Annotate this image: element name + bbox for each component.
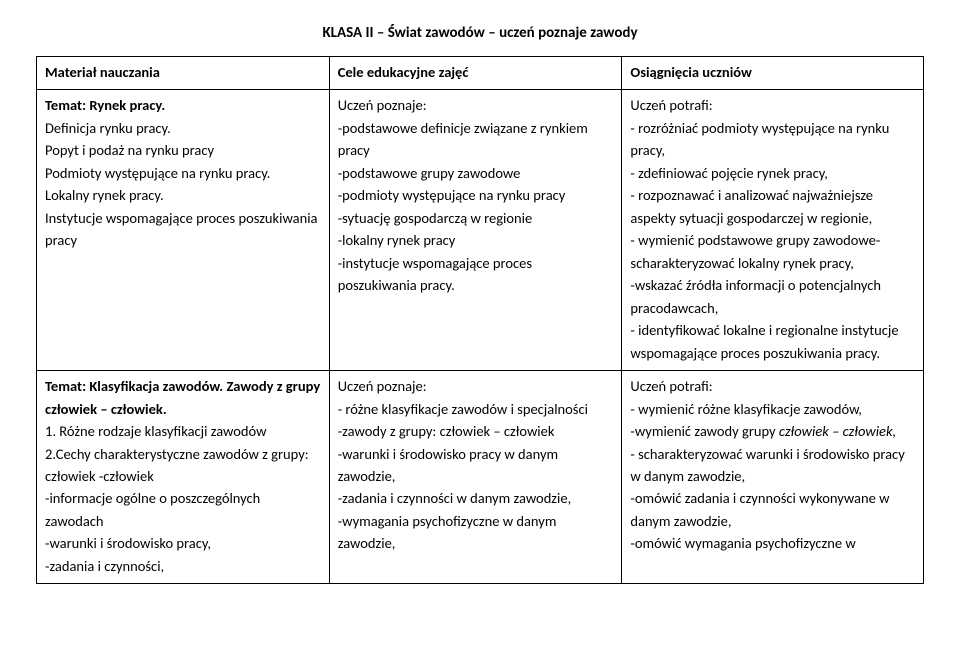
cell-line: - wymienić podstawowe grupy zawodowe- sc… — [630, 231, 880, 271]
cell-line: -podstawowe definicje związane z rynkiem… — [338, 119, 588, 159]
cell-line: -informacje ogólne o poszczególnych zawo… — [45, 489, 260, 529]
cell-line: -wskazać źródła informacji o potencjalny… — [630, 276, 881, 316]
cell-line-prefix: -wymienić zawody grupy — [630, 422, 779, 440]
cell-lead: Uczeń poznaje: — [338, 377, 427, 395]
header-col-1-text: Materiał nauczania — [45, 63, 160, 81]
row2-col1: Temat: Klasyfikacja zawodów. Zawody z gr… — [37, 371, 330, 584]
header-col-3-text: Osiągnięcia uczniów — [630, 63, 751, 81]
row1-col3: Uczeń potrafi: - rozróżniać podmioty wys… — [622, 90, 924, 371]
row1-col2: Uczeń poznaje: -podstawowe definicje zwi… — [329, 90, 622, 371]
cell-line: - identyfikować lokalne i regionalne ins… — [630, 321, 898, 361]
table-row: Temat: Klasyfikacja zawodów. Zawody z gr… — [37, 371, 924, 584]
cell-line: -zadania i czynności, — [45, 557, 164, 575]
row1-col1: Temat: Rynek pracy. Definicja rynku prac… — [37, 90, 330, 371]
cell-lead: Uczeń poznaje: — [338, 96, 427, 114]
cell-line: -podmioty występujące na rynku pracy — [338, 186, 566, 204]
cell-line: - rozpoznawać i analizować najważniejsze… — [630, 186, 873, 226]
cell-line: - scharakteryzować warunki i środowisko … — [630, 445, 904, 485]
topic-label: Temat: Klasyfikacja zawodów. Zawody z gr… — [45, 377, 320, 417]
cell-line: -zadania i czynności w danym zawodzie, — [338, 489, 572, 507]
header-col-2: Cele edukacyjne zajęć — [329, 57, 622, 90]
cell-line: -instytucje wspomagające proces poszukiw… — [338, 254, 532, 294]
cell-line: -zawody z grupy: człowiek – człowiek — [338, 422, 555, 440]
cell-lead: Uczeń potrafi: — [630, 377, 712, 395]
table-row: Temat: Rynek pracy. Definicja rynku prac… — [37, 90, 924, 371]
cell-line: - wymienić różne klasyfikacje zawodów, — [630, 400, 861, 418]
cell-line: -podstawowe grupy zawodowe — [338, 164, 521, 182]
cell-line: Lokalny rynek pracy. — [45, 186, 164, 204]
cell-line: 2.Cechy charakterystyczne zawodów z grup… — [45, 445, 309, 485]
cell-line: Instytucje wspomagające proces poszukiwa… — [45, 209, 318, 249]
topic-label: Temat: Rynek pracy. — [45, 96, 165, 114]
cell-line: -warunki i środowisko pracy w danym zawo… — [338, 445, 558, 485]
cell-line: -lokalny rynek pracy — [338, 231, 456, 249]
cell-line: -wymagania psychofizyczne w danym zawodz… — [338, 512, 557, 552]
cell-line: - różne klasyfikacje zawodów i specjalno… — [338, 400, 588, 418]
cell-line: -omówić wymagania psychofizyczne w — [630, 534, 855, 552]
cell-line: -warunki i środowisko pracy, — [45, 534, 211, 552]
row2-col3: Uczeń potrafi: - wymienić różne klasyfik… — [622, 371, 924, 584]
cell-line: - rozróżniać podmioty występujące na ryn… — [630, 119, 889, 159]
cell-line: Popyt i podaż na rynku pracy — [45, 141, 214, 159]
table-header-row: Materiał nauczania Cele edukacyjne zajęć… — [37, 57, 924, 90]
row2-col2: Uczeń poznaje: - różne klasyfikacje zawo… — [329, 371, 622, 584]
header-col-3: Osiągnięcia uczniów — [622, 57, 924, 90]
cell-line: - zdefiniować pojęcie rynek pracy, — [630, 164, 828, 182]
cell-line: Definicja rynku pracy. — [45, 119, 171, 137]
cell-line: 1. Różne rodzaje klasyfikacji zawodów — [45, 422, 267, 440]
page-title: KLASA II – Świat zawodów – uczeń poznaje… — [36, 24, 924, 42]
header-col-2-text: Cele edukacyjne zajęć — [338, 63, 469, 81]
cell-line: -omówić zadania i czynności wykonywane w… — [630, 489, 889, 529]
header-col-1: Materiał nauczania — [37, 57, 330, 90]
cell-lead: Uczeń potrafi: — [630, 96, 712, 114]
cell-line: -sytuację gospodarczą w regionie — [338, 209, 532, 227]
cell-line: Podmioty występujące na rynku pracy. — [45, 164, 270, 182]
cell-line-italic: człowiek – człowiek, — [779, 422, 896, 440]
curriculum-table: Materiał nauczania Cele edukacyjne zajęć… — [36, 56, 924, 584]
